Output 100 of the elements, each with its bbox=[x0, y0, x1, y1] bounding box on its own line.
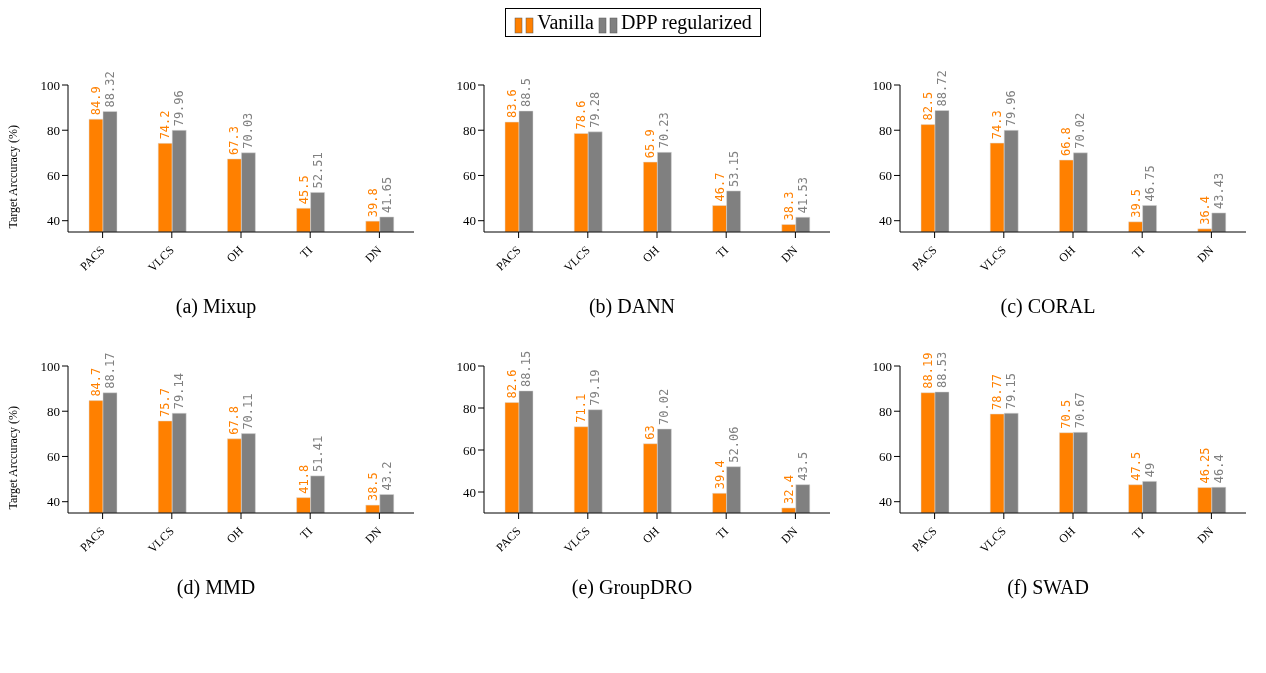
x-tick-label: OH bbox=[1055, 523, 1079, 547]
data-label: 36.4 bbox=[1197, 195, 1212, 225]
y-tick-label: 80 bbox=[463, 122, 476, 138]
x-tick-label: TI bbox=[1129, 524, 1148, 542]
data-label: 84.9 bbox=[89, 86, 103, 116]
data-label: 67.8 bbox=[227, 405, 242, 435]
data-label: 46.7 bbox=[712, 172, 727, 202]
data-label: 43.5 bbox=[795, 451, 810, 481]
data-label: 47.5 bbox=[1128, 451, 1143, 481]
y-tick-label: 40 bbox=[463, 484, 476, 500]
data-label: 88.32 bbox=[103, 71, 117, 108]
data-label: 70.03 bbox=[241, 112, 256, 149]
y-tick-label: 100 bbox=[40, 358, 60, 374]
data-label: 74.2 bbox=[158, 110, 173, 140]
text: (d) MMD bbox=[176, 576, 256, 599]
data-label: 83.6 bbox=[505, 89, 519, 119]
x-tick-label: DN bbox=[362, 242, 385, 266]
y-tick-label: 60 bbox=[463, 442, 476, 458]
data-label: 67.3 bbox=[227, 126, 242, 155]
x-tick-label: DN bbox=[1194, 242, 1217, 266]
y-tick-label: 60 bbox=[879, 168, 892, 184]
text: (e) GroupDRO bbox=[571, 576, 693, 599]
y-tick-label: 80 bbox=[47, 122, 60, 138]
data-label: 79.96 bbox=[172, 90, 187, 127]
data-label: 38.5 bbox=[365, 472, 380, 502]
data-label: 43.2 bbox=[379, 461, 394, 491]
text: (c) CORAL bbox=[1000, 295, 1096, 318]
data-label: 79.28 bbox=[588, 91, 603, 128]
y-tick-label: 40 bbox=[47, 494, 60, 510]
data-label: 46.4 bbox=[1211, 454, 1226, 484]
y-tick-label: 40 bbox=[879, 494, 892, 510]
y-tick-label: 40 bbox=[879, 213, 892, 229]
data-label: 63 bbox=[643, 425, 658, 440]
data-label: 38.3 bbox=[781, 191, 796, 221]
data-label: 51.41 bbox=[310, 435, 325, 472]
x-tick-label: DN bbox=[362, 523, 385, 547]
data-label: 79.14 bbox=[172, 373, 187, 410]
data-label: 49 bbox=[1142, 462, 1157, 478]
data-label: 79.96 bbox=[1004, 90, 1019, 127]
x-tick-label: OH bbox=[1055, 242, 1079, 266]
x-tick-label: TI bbox=[297, 243, 316, 261]
y-tick-label: 60 bbox=[463, 168, 476, 184]
data-label: 39.8 bbox=[365, 188, 380, 218]
text: (b) DANN bbox=[588, 295, 676, 318]
data-label: 46.75 bbox=[1142, 165, 1157, 202]
data-label: 39.5 bbox=[1128, 188, 1143, 218]
data-label: 82.5 bbox=[921, 91, 935, 121]
y-tick-label: 40 bbox=[463, 213, 476, 229]
data-label: 82.6 bbox=[505, 369, 519, 399]
y-tick-label: 80 bbox=[463, 400, 476, 416]
data-label: 84.7 bbox=[89, 367, 103, 397]
data-label: 70.02 bbox=[657, 388, 672, 425]
x-tick-label: DN bbox=[778, 242, 801, 266]
data-label: 88.19 bbox=[921, 352, 935, 389]
data-label: 88.53 bbox=[935, 351, 949, 388]
data-label: 52.06 bbox=[726, 426, 741, 463]
data-label: 88.15 bbox=[519, 350, 533, 387]
data-label: 46.25 bbox=[1197, 447, 1212, 484]
text: (f) SWAD bbox=[1007, 576, 1089, 599]
data-label: 75.7 bbox=[158, 388, 173, 417]
data-label: 70.11 bbox=[241, 393, 256, 430]
x-tick-label: TI bbox=[713, 524, 732, 542]
data-label: 70.5 bbox=[1059, 399, 1074, 429]
data-label: 88.17 bbox=[103, 352, 117, 389]
y-tick-label: 80 bbox=[879, 122, 892, 138]
data-label: 53.15 bbox=[726, 150, 741, 187]
y-tick-label: 100 bbox=[872, 358, 892, 374]
y-tick-label: 100 bbox=[456, 77, 476, 93]
data-label: 78.77 bbox=[990, 373, 1005, 411]
y-tick-label: 60 bbox=[47, 449, 60, 465]
y-tick-label: 80 bbox=[47, 403, 60, 419]
data-label: 41.53 bbox=[795, 177, 810, 214]
x-tick-label: OH bbox=[223, 242, 247, 266]
data-label: 88.72 bbox=[935, 70, 949, 107]
data-label: 43.43 bbox=[1211, 172, 1226, 209]
y-axis-title: Target Arccuracy (%) bbox=[6, 405, 21, 510]
data-label: 45.5 bbox=[296, 175, 311, 205]
x-tick-label: OH bbox=[639, 242, 663, 266]
data-label: 70.67 bbox=[1073, 392, 1088, 429]
data-label: 39.4 bbox=[712, 460, 727, 490]
y-tick-label: 100 bbox=[40, 77, 60, 93]
legend-label: Vanilla bbox=[537, 11, 594, 34]
y-tick-label: 100 bbox=[872, 77, 892, 93]
x-tick-label: TI bbox=[713, 243, 732, 261]
y-tick-label: 80 bbox=[879, 403, 892, 419]
data-label: 41.65 bbox=[379, 176, 394, 213]
data-label: 79.19 bbox=[588, 369, 603, 406]
x-tick-label: DN bbox=[1194, 523, 1217, 547]
data-label: 74.3 bbox=[990, 110, 1005, 140]
data-label: 70.02 bbox=[1073, 112, 1088, 149]
x-tick-label: OH bbox=[223, 523, 247, 547]
data-label: 79.15 bbox=[1004, 373, 1019, 410]
data-label: 70.23 bbox=[657, 112, 672, 149]
y-tick-label: 60 bbox=[47, 168, 60, 184]
data-label: 41.8 bbox=[296, 464, 311, 494]
y-tick-label: 60 bbox=[879, 449, 892, 465]
data-label: 52.51 bbox=[310, 152, 325, 189]
y-axis-title: Target Arccuracy (%) bbox=[6, 124, 21, 229]
legend-label: DPP regularized bbox=[620, 11, 752, 34]
data-label: 88.5 bbox=[519, 78, 533, 108]
